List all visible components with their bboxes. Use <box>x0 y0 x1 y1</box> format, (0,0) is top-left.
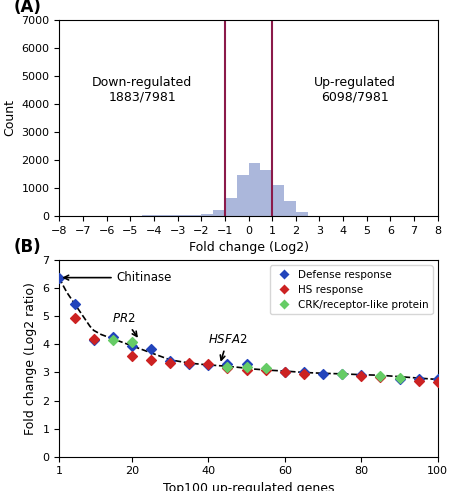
Defense response <box>243 360 250 368</box>
Defense response <box>338 370 345 378</box>
Defense response <box>128 342 135 350</box>
Text: (B): (B) <box>14 238 41 256</box>
Text: Down-regulated
1883/7981: Down-regulated 1883/7981 <box>92 76 192 104</box>
CRK/receptor-like protein <box>338 370 345 378</box>
HS response <box>357 372 364 380</box>
X-axis label: Top100 up-regulated genes: Top100 up-regulated genes <box>162 482 334 491</box>
Defense response <box>414 375 421 382</box>
Defense response <box>109 333 116 341</box>
HS response <box>147 356 154 364</box>
Defense response <box>300 369 307 377</box>
Bar <box>189 215 201 216</box>
Y-axis label: Count: Count <box>3 99 16 136</box>
Bar <box>224 197 236 216</box>
Bar <box>295 212 307 216</box>
Legend: Defense response, HS response, CRK/receptor-like protein: Defense response, HS response, CRK/recep… <box>269 266 432 314</box>
Defense response <box>166 357 173 365</box>
Defense response <box>433 375 440 382</box>
CRK/receptor-like protein <box>262 364 269 372</box>
Bar <box>201 214 212 216</box>
HS response <box>243 366 250 374</box>
Defense response <box>147 345 154 353</box>
CRK/receptor-like protein <box>376 372 383 380</box>
CRK/receptor-like protein <box>395 374 402 382</box>
HS response <box>281 369 288 377</box>
Defense response <box>223 360 231 368</box>
Bar <box>248 163 260 216</box>
Defense response <box>395 375 402 382</box>
HS response <box>166 359 173 367</box>
Defense response <box>71 300 78 308</box>
HS response <box>414 377 421 385</box>
HS response <box>71 314 78 322</box>
HS response <box>262 366 269 374</box>
Bar <box>236 175 248 216</box>
Defense response <box>56 273 63 281</box>
HS response <box>185 359 192 367</box>
CRK/receptor-like protein <box>223 363 231 371</box>
Defense response <box>185 360 192 368</box>
Defense response <box>90 336 97 344</box>
Bar <box>283 201 295 216</box>
Defense response <box>204 361 212 369</box>
Bar <box>260 169 272 216</box>
Defense response <box>318 370 326 378</box>
Text: (A): (A) <box>14 0 42 16</box>
HS response <box>204 360 212 368</box>
HS response <box>90 335 97 343</box>
Defense response <box>281 369 288 377</box>
Text: $PR2$: $PR2$ <box>112 312 136 336</box>
Text: $HSFA2$: $HSFA2$ <box>207 333 247 360</box>
Text: Chitinase: Chitinase <box>64 271 172 284</box>
Text: Up-regulated
6098/7981: Up-regulated 6098/7981 <box>313 76 395 104</box>
Y-axis label: Fold change (Log2 ratio): Fold change (Log2 ratio) <box>24 282 37 435</box>
HS response <box>223 364 231 372</box>
CRK/receptor-like protein <box>128 338 135 346</box>
Defense response <box>357 371 364 379</box>
X-axis label: Fold change (Log2): Fold change (Log2) <box>188 241 308 254</box>
Bar <box>177 215 189 216</box>
HS response <box>300 370 307 378</box>
HS response <box>128 352 135 359</box>
HS response <box>376 373 383 381</box>
Bar <box>165 215 177 216</box>
Bar <box>272 185 283 216</box>
CRK/receptor-like protein <box>109 336 116 344</box>
CRK/receptor-like protein <box>243 363 250 371</box>
Bar <box>154 215 165 216</box>
Bar <box>212 210 224 216</box>
HS response <box>433 379 440 386</box>
